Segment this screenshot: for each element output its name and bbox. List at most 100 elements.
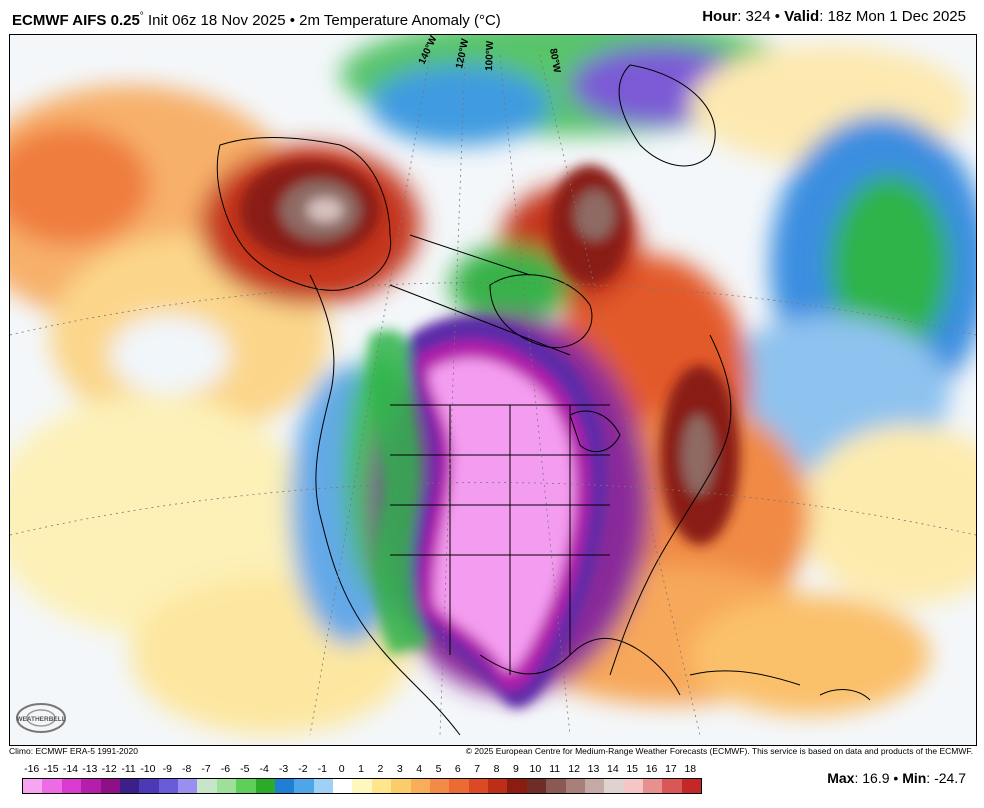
valid-label: Valid [784,8,820,25]
colorbar-swatch [410,779,430,793]
colorbar-tick-label: 18 [684,763,697,775]
colorbar-swatch [468,779,488,793]
geographic-boundaries [216,64,871,736]
colorbar-swatch [333,779,353,793]
valid-value: : 18z Mon 1 Dec 2025 [819,8,966,25]
max-value: : 16.9 [854,770,890,786]
bullet-separator-2: • [774,8,781,25]
colorbar-swatch [546,779,566,793]
model-name: ECMWF AIFS 0.25 [12,12,140,29]
colorbar-tick-label: -7 [201,763,211,775]
colorbar-tick-label: 14 [606,763,619,775]
variable-name: 2m Temperature Anomaly (°C) [299,12,501,29]
colorbar-tick-label: -3 [278,763,289,775]
lon-label-80w: 80°W [547,48,562,75]
colorbar-tick-label: 2 [377,763,384,775]
anomaly-field-detail [240,160,740,709]
colorbar-swatch [488,779,508,793]
colorbar-swatch [158,779,178,793]
colorbar-swatch [119,779,140,793]
colorbar-swatch [42,779,62,793]
bullet-separator: • [289,12,295,29]
colorbar-swatch [662,779,682,793]
colorbar-tick-label: 6 [454,763,461,775]
colorbar-tick-label: -1 [317,763,327,775]
hour-label: Hour [702,8,738,25]
colorbar-swatch [139,779,159,793]
colorbar-swatch [565,779,585,793]
colorbar-tick-label: -12 [101,763,117,775]
colorbar-tick-label: -4 [259,763,269,775]
colorbar-swatch [81,779,101,793]
colorbar-tick-label: -15 [43,763,59,775]
colorbar-swatch [100,779,120,793]
colorbar-swatch [449,779,469,793]
colorbar-tick-label: 5 [435,763,442,775]
chart-header: ECMWF AIFS 0.25° Init 06z 18 Nov 2025 • … [0,0,984,34]
colorbar-tick-labels: -16 -15 -14 -13 -12 -11 -10 -9 -8 -7 -6 -5 -4 -3 -2 -1 0… [22,761,702,777]
colorbar-tick-label: -9 [162,763,172,775]
colorbar-swatch [526,779,547,793]
colorbar [22,778,702,794]
colorbar-tick-label: 11 [549,763,561,775]
lon-label-100w: 100°W [484,40,496,71]
colorbar-tick-label: -13 [82,763,98,775]
colorbar-tick-label: 4 [416,763,423,775]
stats-bullet: • [893,770,899,786]
init-time: Init 06z 18 Nov 2025 [147,12,286,29]
colorbar-tick-label: 15 [626,763,639,775]
max-min-stats: Max: 16.9 • Min: -24.7 [827,770,966,786]
colorbar-swatch [623,779,643,793]
credits-row: Climo: ECMWF ERA-5 1991-2020 © 2025 Euro… [9,744,975,758]
colorbar-swatch [23,779,43,793]
colorbar-tick-label: 7 [474,763,481,775]
colorbar-tick-label: 1 [358,763,364,775]
colorbar-tick-label: 17 [665,763,677,775]
weatherbell-logo: WEATHERBELL [14,700,68,736]
colorbar-swatch [61,779,82,793]
colorbar-swatch [216,779,237,793]
min-label: Min [902,770,927,786]
colorbar-tick-label: 8 [493,763,500,775]
colorbar-swatch [255,779,275,793]
colorbar-tick-label: -5 [240,763,250,775]
colorbar-tick-label: -6 [220,763,231,775]
colorbar-swatch [429,779,450,793]
copyright-credit: © 2025 European Centre for Medium-Range … [465,746,973,756]
colorbar-swatch [178,779,198,793]
colorbar-swatch [643,779,663,793]
colorbar-swatch [197,779,217,793]
colorbar-swatch [391,779,411,793]
colorbar-swatch [313,779,333,793]
colorbar-tick-label: 12 [568,763,580,775]
colorbar-swatch [584,779,605,793]
colorbar-tick-label: -16 [24,763,40,775]
climo-credit: Climo: ECMWF ERA-5 1991-2020 [9,746,138,756]
colorbar-tick-label: 10 [529,763,542,775]
colorbar-swatch [294,779,314,793]
max-label: Max [827,770,855,786]
logo-swirl-icon: WEATHERBELL [16,703,66,733]
hour-value: : 324 [737,8,771,25]
colorbar-tick-label: -8 [181,763,192,775]
colorbar-tick-label: 3 [396,763,403,775]
colorbar-swatch [604,779,624,793]
colorbar-tick-label: -10 [140,763,156,775]
colorbar-swatch [371,779,392,793]
colorbar-swatch [507,779,527,793]
colorbar-tick-label: 9 [513,763,519,775]
colorbar-swatch [236,779,256,793]
colorbar-swatch [681,779,702,793]
degree-mark: ° [139,11,144,22]
anomaly-map: 140°W 120°W 100°W 80°W [9,34,977,746]
colorbar-tick-label: 13 [587,763,600,775]
header-right: Hour: 324 • Valid: 18z Mon 1 Dec 2025 [702,0,966,34]
logo-text: WEATHERBELL [16,716,65,723]
min-value: : -24.7 [926,770,966,786]
colorbar-tick-label: 16 [645,763,658,775]
graticule [10,54,976,736]
map-svg: 140°W 120°W 100°W 80°W [10,35,976,745]
colorbar-swatch [274,779,295,793]
colorbar-tick-label: -2 [298,763,308,775]
colorbar-tick-label: 0 [338,763,345,775]
